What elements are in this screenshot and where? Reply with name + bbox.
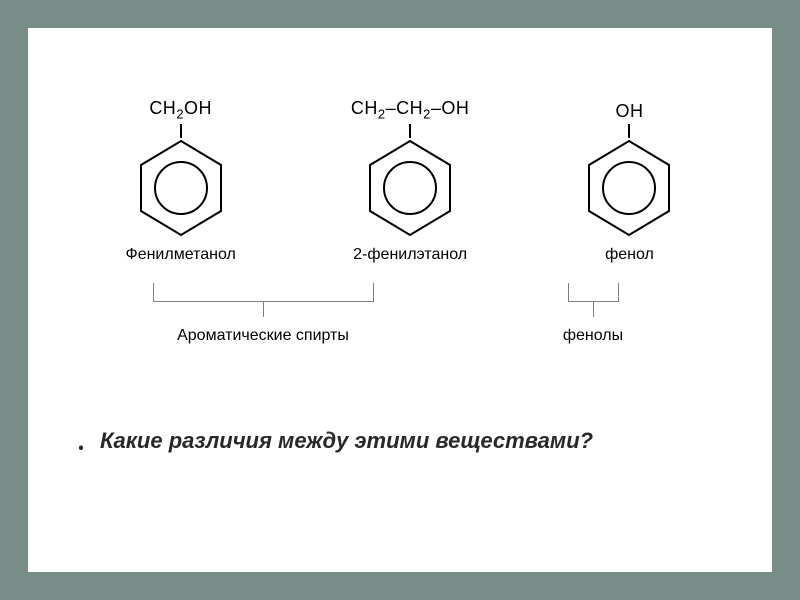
question-label: Какие различия между этими веществами?: [100, 428, 593, 454]
bond-stem: [628, 124, 630, 138]
formula: CH2OH: [149, 98, 212, 122]
benzene-ring: [584, 138, 674, 238]
molecule-phenol: OH фенол: [584, 101, 674, 264]
bond-stem: [409, 124, 411, 138]
grouping-brackets: Ароматические спирты фенолы: [68, 283, 732, 393]
bracket-segment: [263, 301, 264, 317]
bracket-segment: [568, 283, 569, 301]
molecule-name: 2-фенилэтанол: [353, 246, 467, 264]
formula: OH: [615, 101, 643, 122]
molecule-name: фенол: [605, 246, 654, 264]
bond-stem: [180, 124, 182, 138]
bracket-segment: [593, 301, 594, 317]
molecule-row: CH2OH Фенилметанол CH2–CH2–OH 2-фенилэта…: [68, 98, 732, 264]
question-text: 🞄 Какие различия между этими веществами?: [78, 428, 593, 454]
molecule-2-phenylethanol: CH2–CH2–OH 2-фенилэтанол: [351, 98, 470, 264]
bracket-segment: [618, 283, 619, 301]
molecule-name: Фенилметанол: [126, 246, 236, 264]
benzene-ring: [136, 138, 226, 238]
molecule-phenylmethanol: CH2OH Фенилметанол: [126, 98, 236, 264]
slide-content: CH2OH Фенилметанол CH2–CH2–OH 2-фенилэта…: [28, 28, 772, 572]
group-label-phenols: фенолы: [543, 327, 643, 345]
formula: CH2–CH2–OH: [351, 98, 470, 122]
benzene-ring: [365, 138, 455, 238]
bracket-segment: [373, 283, 374, 301]
bracket-segment: [153, 283, 154, 301]
group-label-aromatic-alcohols: Ароматические спирты: [163, 327, 363, 345]
bullet-icon: 🞄: [78, 436, 88, 446]
